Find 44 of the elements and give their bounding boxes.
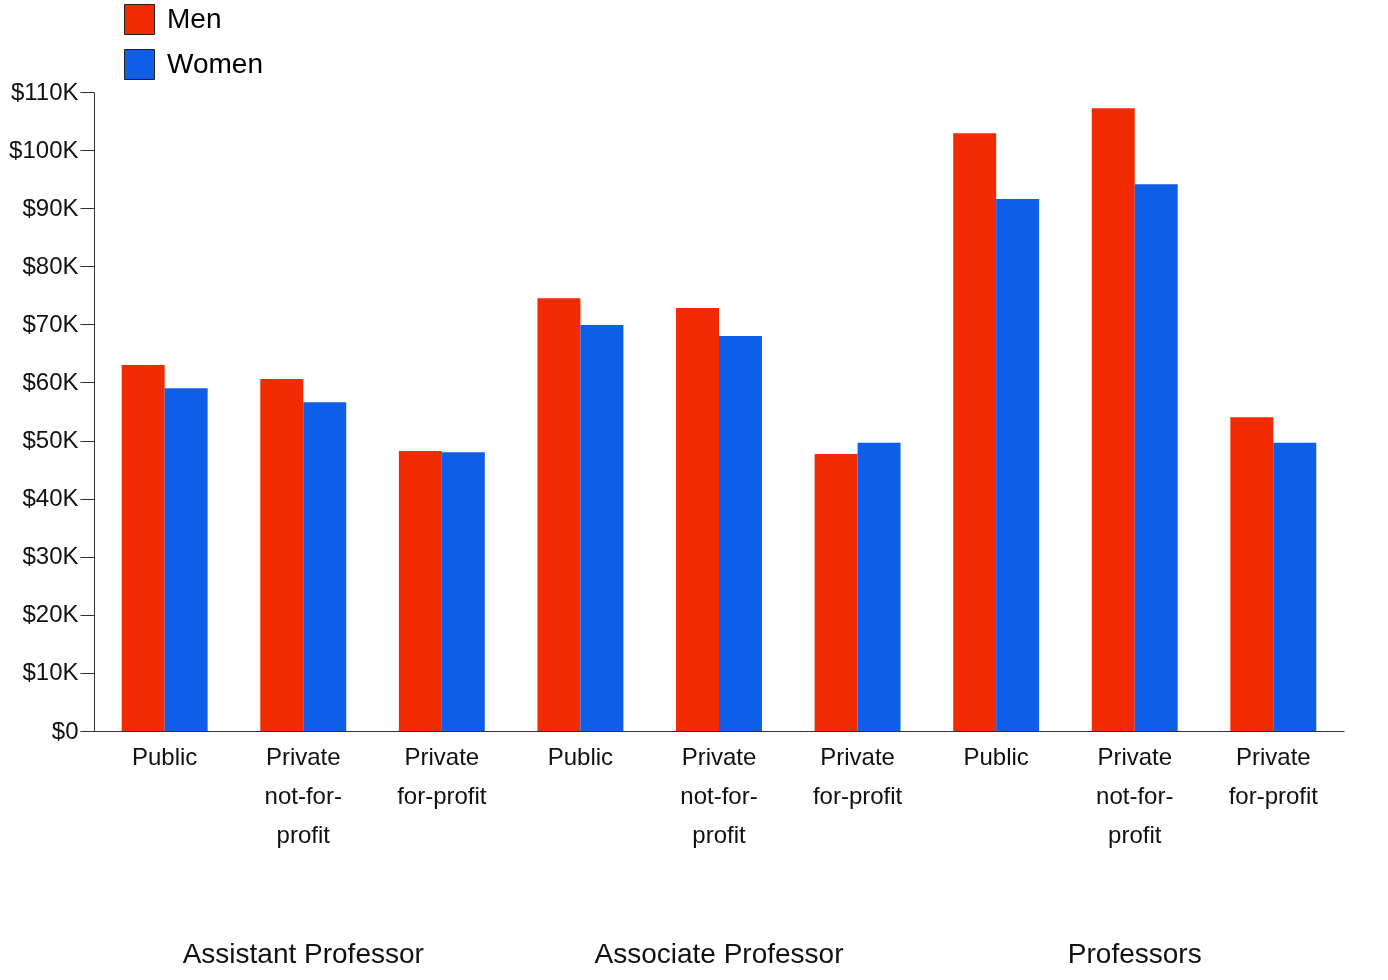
y-tick-label: $10K: [22, 658, 79, 686]
y-tick-label: $70K: [22, 309, 79, 337]
x-tick-label: Public: [963, 742, 1029, 770]
x-tick-label: Public: [131, 742, 198, 770]
bar: [953, 133, 997, 731]
bar: [1091, 108, 1135, 731]
bar: [1230, 417, 1274, 731]
y-tick-label: $40K: [22, 484, 79, 512]
bar: [441, 452, 485, 731]
x-tick-label: Private for-profit: [812, 742, 903, 809]
x-tick-label: Private not-for-profit: [264, 742, 342, 848]
x-tick-label: Private not-for-profit: [680, 742, 758, 848]
y-tick-label: $0: [51, 716, 79, 744]
bar: [398, 451, 442, 731]
bar: [303, 402, 347, 731]
bar: [719, 335, 762, 731]
text: Assistant Professor: [182, 938, 424, 969]
bar: [260, 378, 304, 731]
x-tick-label: Private for-profit: [397, 742, 487, 809]
y-tick-label: $100K: [9, 135, 79, 163]
bar: [1273, 442, 1317, 731]
bar: [1134, 184, 1178, 731]
y-tick-label: $20K: [22, 600, 79, 628]
bar: [121, 365, 165, 731]
y-tick-label: $50K: [22, 426, 79, 454]
text: Professors: [1067, 938, 1202, 969]
y-tick-label: $110K: [10, 77, 79, 105]
y-tick-label: $30K: [22, 542, 79, 570]
x-tick-label: Private not-for-profit: [1096, 742, 1174, 848]
bar: [814, 453, 858, 731]
legend-label: Men: [167, 2, 222, 34]
legend-label: Women: [167, 47, 263, 79]
y-tick-label: $90K: [22, 193, 79, 221]
bar: [580, 324, 624, 731]
bar: [857, 442, 901, 731]
bar: [164, 388, 208, 731]
y-tick-label: $80K: [22, 251, 79, 279]
y-tick-label: $60K: [22, 367, 79, 395]
text: Associate Professor: [594, 938, 844, 969]
x-tick-label: Public: [547, 742, 614, 770]
bar: [996, 198, 1040, 731]
x-tick-label: Private for-profit: [1228, 742, 1319, 809]
bar: [537, 298, 581, 731]
bar: [676, 308, 719, 731]
